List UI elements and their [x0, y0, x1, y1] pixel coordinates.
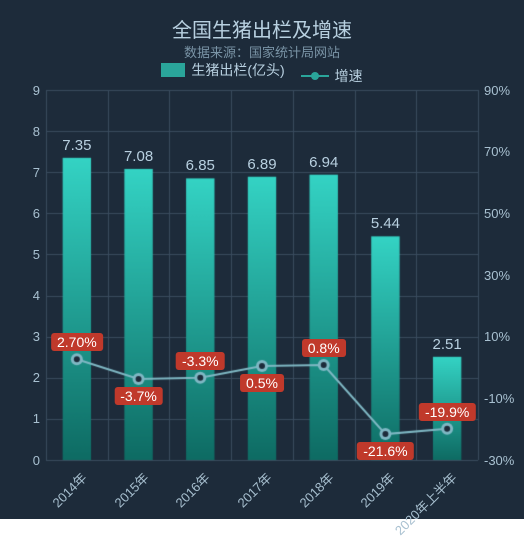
bar-value-label: 2.51 [433, 336, 462, 353]
bar-value-label: 7.35 [62, 137, 91, 154]
chart-subtitle: 数据来源：国家统计局网站 [0, 42, 524, 61]
bar-value-label: 5.44 [371, 215, 400, 232]
bar-value-label: 6.85 [186, 157, 215, 174]
line-value-label: -21.6% [357, 442, 413, 460]
line-value-label: -3.7% [114, 387, 163, 405]
legend-item: 生猪出栏(亿头) [161, 60, 284, 80]
y-left-tick-label: 8 [33, 124, 40, 139]
line-value-label: 0.8% [302, 339, 346, 357]
line-value-label: 2.70% [51, 333, 103, 351]
y-left-tick-label: 4 [33, 288, 40, 303]
chart-legend: 生猪出栏(亿头) 增速 [0, 60, 524, 86]
line-value-label: -3.3% [176, 352, 225, 370]
y-right-tick-label: 10% [484, 329, 510, 344]
chart-root: 全国生猪出栏及增速 数据来源：国家统计局网站 生猪出栏(亿头) 增速 0 1 2 3 4 5… [0, 0, 524, 519]
y-right-tick-label: 90% [484, 83, 510, 98]
y-left-tick-label: 5 [33, 247, 40, 262]
legend-item: 增速 [301, 66, 363, 86]
legend-label: 增速 [335, 66, 363, 86]
bar-value-label: 6.94 [309, 154, 338, 171]
y-left-tick-label: 7 [33, 165, 40, 180]
y-right-tick-label: -30% [484, 453, 514, 468]
y-right-tick-label: -10% [484, 391, 514, 406]
legend-swatch-line [301, 69, 329, 83]
bar-value-label: 6.89 [247, 156, 276, 173]
line-value-label: -19.9% [419, 403, 475, 421]
y-left-tick-label: 2 [33, 370, 40, 385]
y-left-tick-label: 0 [33, 453, 40, 468]
y-right-tick-label: 30% [484, 268, 510, 283]
legend-swatch-bar [161, 63, 185, 77]
y-left-tick-label: 1 [33, 411, 40, 426]
line-value-label: 0.5% [240, 374, 284, 392]
y-right-tick-label: 50% [484, 206, 510, 221]
chart-title: 全国生猪出栏及增速 [0, 14, 524, 43]
y-right-tick-label: 70% [484, 144, 510, 159]
bar-value-label: 7.08 [124, 148, 153, 165]
y-left-tick-label: 6 [33, 206, 40, 221]
y-left-tick-label: 9 [33, 83, 40, 98]
y-left-tick-label: 3 [33, 329, 40, 344]
legend-label: 生猪出栏(亿头) [191, 60, 284, 80]
